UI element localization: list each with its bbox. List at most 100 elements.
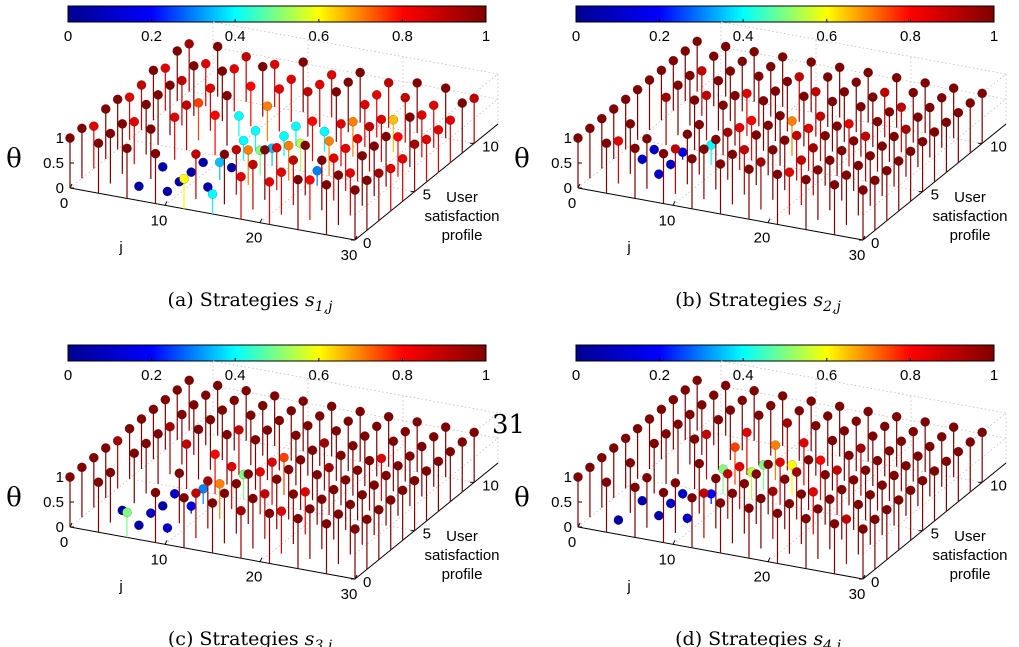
data-point xyxy=(820,469,831,480)
data-point xyxy=(722,468,733,479)
data-point xyxy=(860,465,871,476)
data-point xyxy=(844,450,854,461)
data-point xyxy=(620,433,631,444)
grid-line xyxy=(767,56,912,223)
data-point xyxy=(350,524,360,534)
data-point xyxy=(573,472,583,482)
y-axis-label: User xyxy=(954,528,986,545)
data-point xyxy=(858,185,868,195)
data-point xyxy=(184,375,195,386)
x-tick-label: 30 xyxy=(341,586,358,603)
data-point xyxy=(867,431,878,441)
data-point xyxy=(801,513,811,524)
data-point xyxy=(722,127,733,138)
colorbar-tick-label: 0.8 xyxy=(392,28,413,45)
data-point xyxy=(352,133,363,144)
data-point xyxy=(293,174,303,185)
data-point xyxy=(236,171,246,182)
z-axis-label: θ xyxy=(514,483,530,513)
data-point xyxy=(737,395,748,406)
data-point xyxy=(905,485,916,496)
data-point xyxy=(832,465,842,475)
data-point xyxy=(469,427,480,438)
colorbar-tick-label: 0.4 xyxy=(733,367,754,384)
data-point xyxy=(649,144,660,155)
data-point xyxy=(813,165,823,175)
data-point xyxy=(772,508,783,519)
colorbar-tick-label: 0.6 xyxy=(816,28,837,45)
data-point xyxy=(665,498,676,509)
data-point xyxy=(941,456,952,467)
data-point xyxy=(331,87,342,97)
data-point xyxy=(445,446,456,457)
data-point xyxy=(658,487,669,498)
data-point xyxy=(879,87,890,98)
colorbar-tick-label: 0.2 xyxy=(141,367,162,384)
data-point xyxy=(400,426,411,437)
data-point xyxy=(701,429,712,440)
data-point xyxy=(630,482,640,493)
data-point xyxy=(169,112,180,123)
data-point xyxy=(767,145,778,155)
data-point xyxy=(715,498,726,508)
data-point xyxy=(283,464,294,475)
data-point xyxy=(381,470,391,481)
data-point xyxy=(696,400,707,410)
data-point xyxy=(744,503,754,514)
data-point xyxy=(920,417,931,427)
data-point xyxy=(393,131,403,142)
data-point xyxy=(207,189,218,199)
data-point xyxy=(796,155,807,165)
data-point xyxy=(271,142,282,153)
data-point xyxy=(141,99,152,110)
data-point xyxy=(799,437,809,448)
data-point xyxy=(343,416,354,427)
colorbar-tick-label: 0 xyxy=(572,367,580,384)
data-point xyxy=(88,452,99,463)
data-point xyxy=(288,155,299,165)
data-point xyxy=(756,493,766,504)
data-point xyxy=(257,61,268,72)
data-point xyxy=(393,460,403,471)
data-point xyxy=(136,80,147,90)
data-point xyxy=(264,508,275,519)
colorbar-tick-label: 0.6 xyxy=(308,28,329,45)
data-point xyxy=(134,181,144,192)
data-point xyxy=(134,520,144,531)
y-axis-label: profile xyxy=(442,227,483,244)
data-point xyxy=(739,478,750,489)
data-point xyxy=(241,51,252,62)
data-point xyxy=(936,431,947,442)
data-point xyxy=(608,443,619,453)
data-point xyxy=(713,414,724,425)
data-point xyxy=(893,495,904,505)
data-point xyxy=(65,133,75,143)
data-point xyxy=(400,92,411,103)
data-point xyxy=(884,446,895,456)
y-tick-label: 5 xyxy=(931,526,939,543)
data-point xyxy=(585,123,595,134)
y-tick-label: 0 xyxy=(871,574,879,591)
x-tick-label: 30 xyxy=(341,247,358,264)
data-point xyxy=(803,455,814,465)
data-point xyxy=(271,474,282,485)
data-point xyxy=(772,169,783,180)
data-point xyxy=(302,86,313,97)
data-point xyxy=(100,104,111,114)
data-point xyxy=(965,437,976,447)
data-point xyxy=(172,385,183,395)
data-point xyxy=(122,507,132,518)
data-point xyxy=(836,484,847,495)
data-point xyxy=(248,493,258,504)
data-point xyxy=(917,136,928,147)
y-axis-label: profile xyxy=(950,566,991,583)
data-point xyxy=(340,143,351,154)
data-point xyxy=(832,121,842,131)
data-point xyxy=(312,165,323,176)
x-axis-label: j xyxy=(118,239,122,256)
data-point xyxy=(779,474,790,485)
grid-line xyxy=(697,90,983,144)
y-tick-label: 0 xyxy=(363,235,371,252)
data-point xyxy=(751,469,762,479)
x-tick xyxy=(164,540,168,545)
